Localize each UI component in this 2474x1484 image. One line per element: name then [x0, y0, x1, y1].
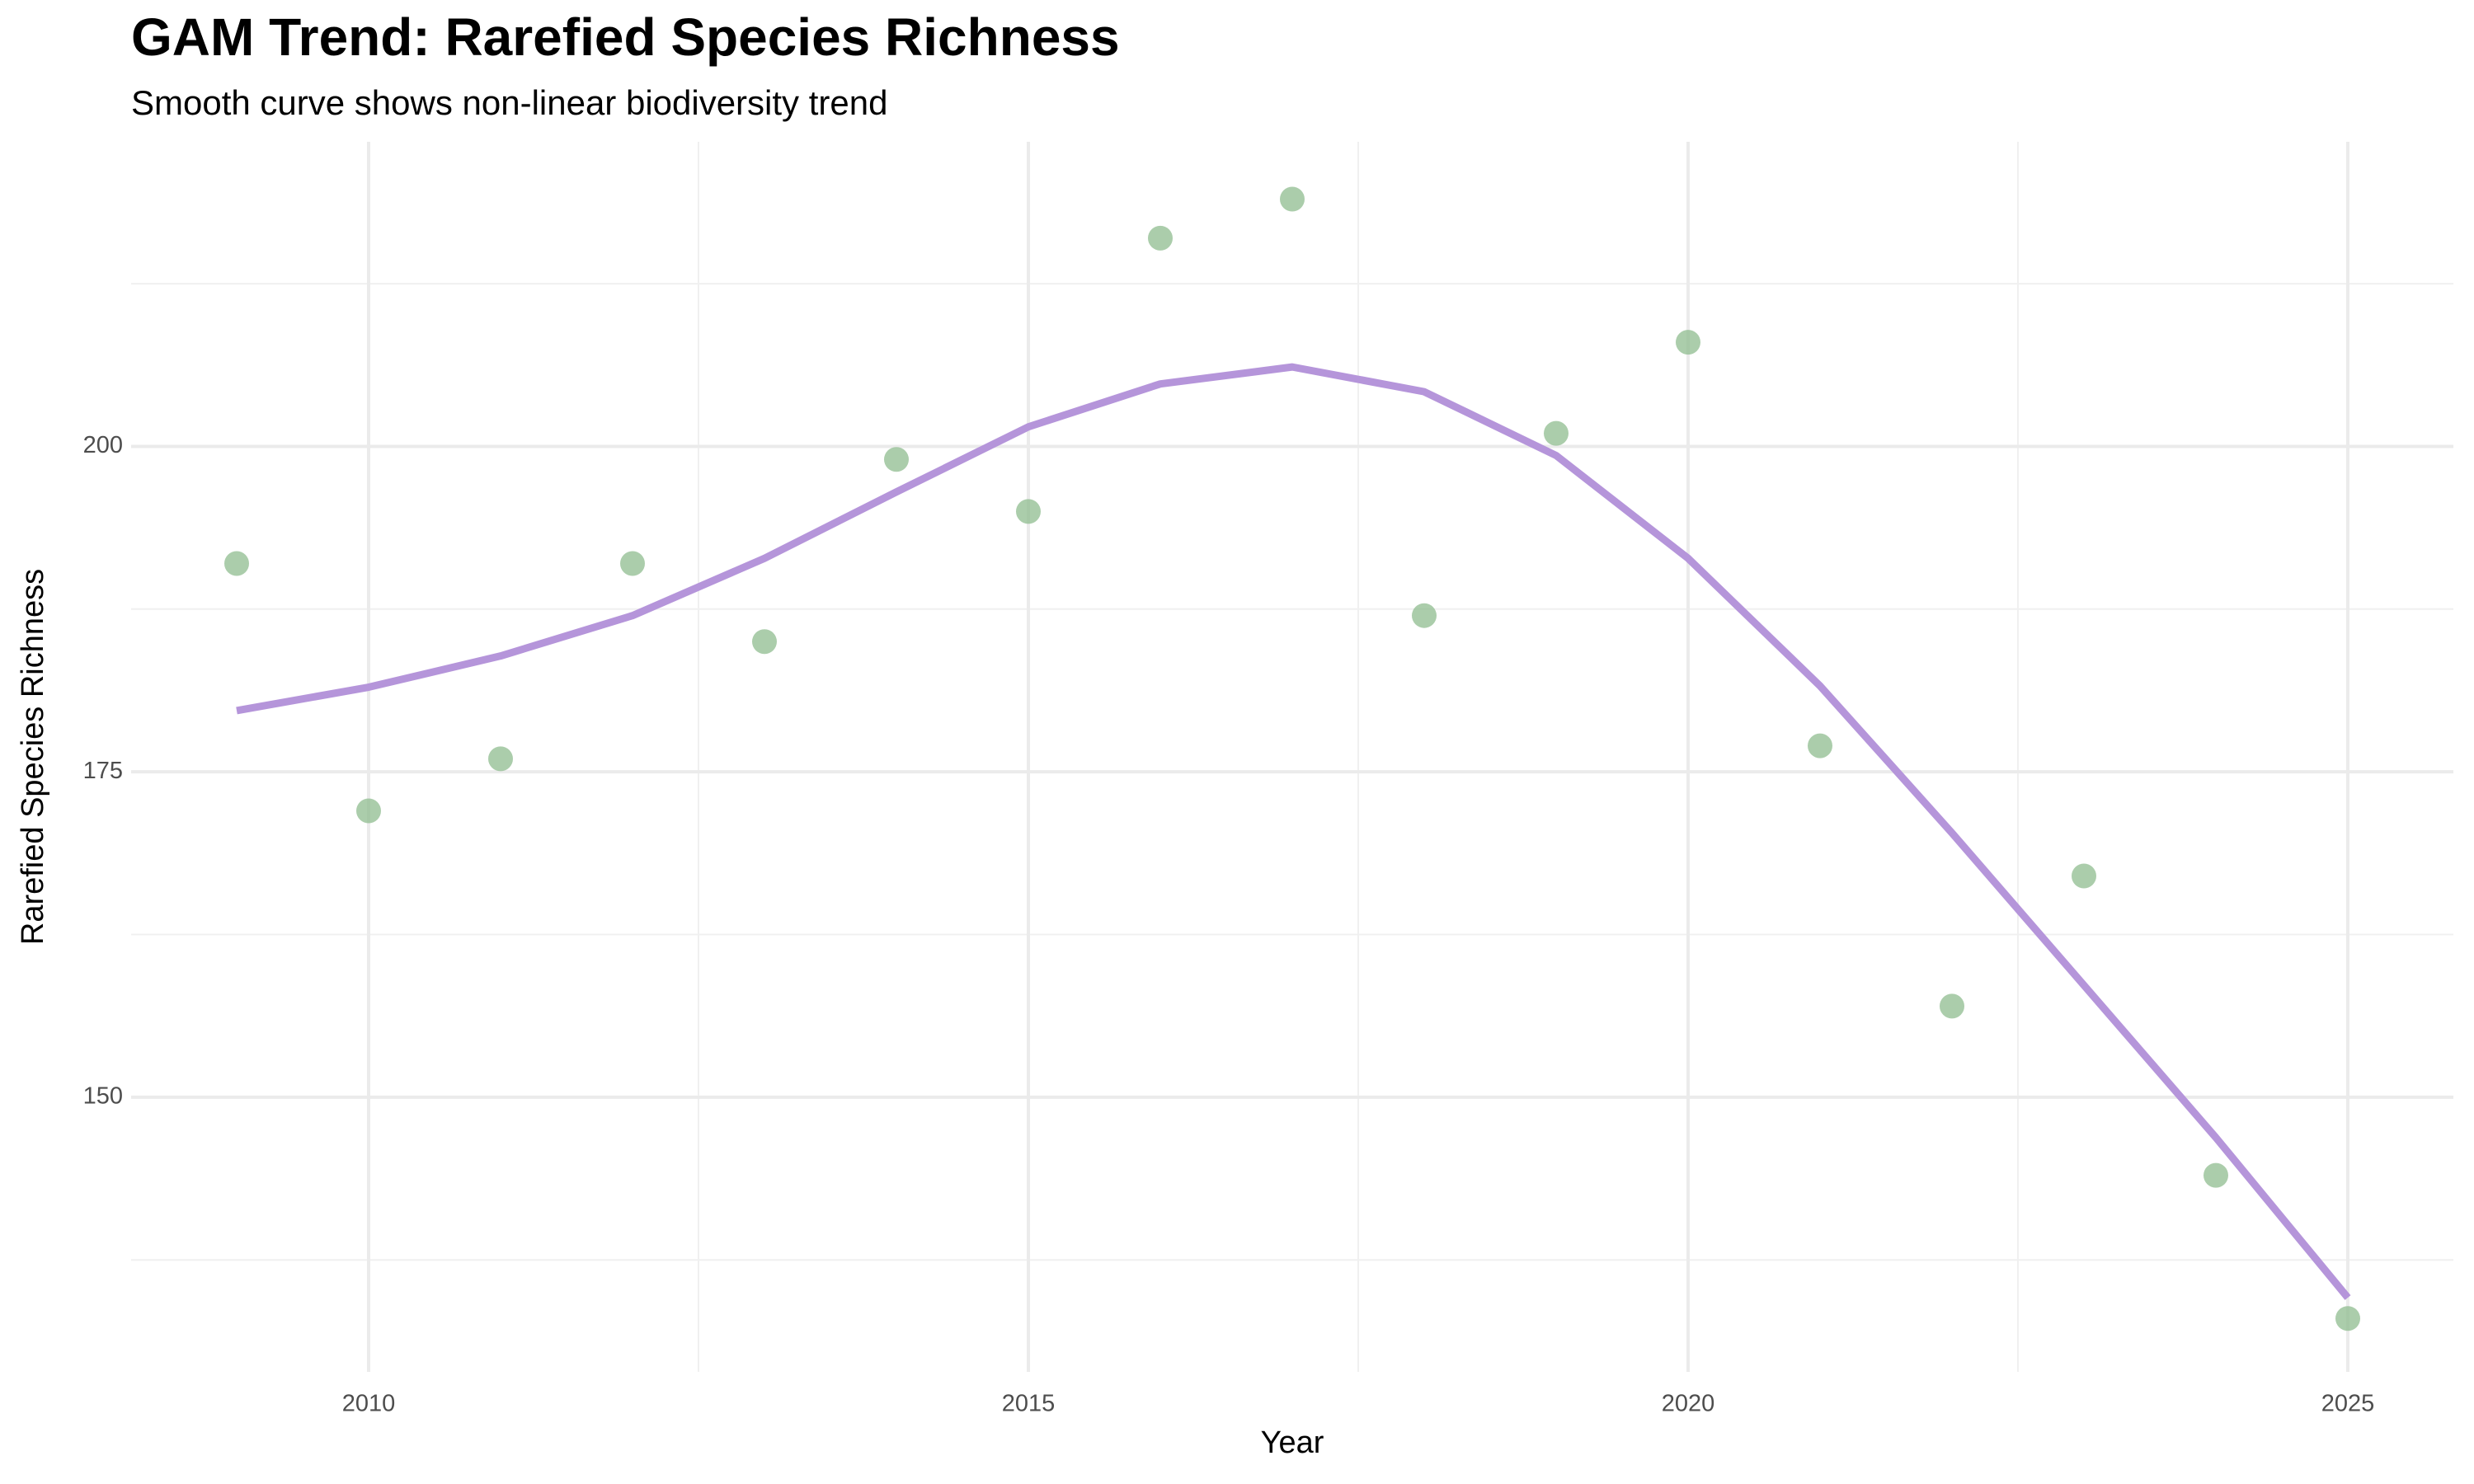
point [1412, 603, 1437, 628]
x-tick-label: 2015 [1002, 1391, 1056, 1417]
point [1808, 733, 1832, 758]
point [488, 746, 513, 772]
chart-subtitle: Smooth curve shows non-linear biodiversi… [131, 83, 887, 122]
point [2204, 1162, 2228, 1188]
point [224, 551, 249, 576]
point [1940, 993, 1964, 1019]
y-tick-label: 200 [83, 432, 123, 458]
x-tick-label: 2025 [2321, 1391, 2375, 1417]
y-tick-label: 175 [83, 758, 123, 784]
point [356, 798, 381, 824]
x-tick-label: 2010 [342, 1391, 396, 1417]
point [1544, 420, 1569, 446]
point [1148, 225, 1173, 251]
trend-line [236, 363, 2351, 1300]
point [1016, 499, 1041, 524]
y-tick-label: 150 [83, 1083, 123, 1110]
point [1280, 186, 1305, 212]
x-tick-label: 2020 [1662, 1391, 1715, 1417]
point [2335, 1306, 2360, 1331]
point [884, 447, 909, 472]
x-axis-title: Year [1261, 1425, 1324, 1460]
y-axis-title: Rarefied Species Richness [16, 569, 50, 945]
chart-title: GAM Trend: Rarefied Species Richness [131, 7, 1120, 67]
point [752, 629, 777, 655]
point [2072, 863, 2096, 889]
point [1676, 330, 1700, 355]
point [620, 551, 645, 576]
